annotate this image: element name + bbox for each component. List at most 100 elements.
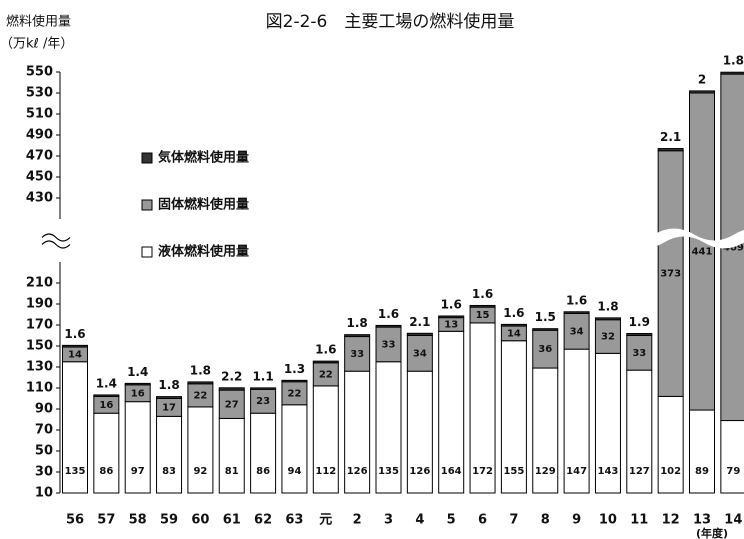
x-tick-label: 63 bbox=[285, 513, 303, 528]
bar-segment bbox=[344, 336, 371, 372]
y-tick-label: 550 bbox=[26, 65, 53, 80]
x-tick-label: 4 bbox=[415, 513, 424, 528]
bar-segment bbox=[720, 71, 744, 75]
y-tick-label: 30 bbox=[35, 465, 53, 480]
data-label: 126 bbox=[409, 466, 430, 477]
y-tick-label: 530 bbox=[26, 86, 53, 101]
bar-segment bbox=[250, 388, 277, 414]
data-label: 469 bbox=[723, 242, 744, 253]
bar-segment bbox=[657, 148, 684, 152]
data-label: 135 bbox=[378, 466, 399, 477]
bar-segment bbox=[218, 387, 245, 391]
data-label: 373 bbox=[660, 269, 681, 280]
bar-segment bbox=[218, 389, 245, 419]
bar-segment bbox=[563, 311, 590, 314]
data-label: 92 bbox=[193, 466, 207, 477]
x-tick-label: 58 bbox=[129, 513, 147, 528]
x-tick-label: 9 bbox=[572, 513, 581, 528]
x-tick-label: 2 bbox=[353, 513, 362, 528]
data-label: 1.3 bbox=[284, 362, 305, 376]
x-tick-label: 11 bbox=[630, 513, 648, 528]
data-label: 81 bbox=[225, 466, 239, 477]
bar-segment bbox=[187, 406, 214, 494]
bar-segment bbox=[375, 361, 402, 494]
data-label: 127 bbox=[629, 466, 650, 477]
legend-swatch bbox=[141, 246, 153, 258]
x-tick-label: 12 bbox=[662, 513, 680, 528]
y-tick-label: 70 bbox=[35, 423, 53, 438]
x-tick-label: 57 bbox=[97, 513, 115, 528]
x-tick-label: 56 bbox=[66, 513, 84, 528]
data-label: 83 bbox=[162, 466, 176, 477]
bar-segment bbox=[62, 361, 88, 494]
bar-segment bbox=[720, 420, 744, 494]
bar-segment bbox=[375, 324, 402, 328]
x-tick-label: 62 bbox=[254, 513, 272, 528]
data-label: 17 bbox=[162, 402, 176, 413]
data-label: 129 bbox=[535, 466, 556, 477]
x-tick-label: 13 bbox=[693, 513, 711, 528]
data-label: 33 bbox=[350, 349, 364, 360]
y-tick-label: 130 bbox=[26, 360, 53, 375]
bar-segment bbox=[62, 344, 88, 348]
y-tick-label: 190 bbox=[26, 297, 53, 312]
bar-segment bbox=[594, 352, 621, 494]
data-label: 2.1 bbox=[660, 130, 681, 144]
data-label: 1.5 bbox=[535, 310, 556, 324]
bar-segment bbox=[626, 369, 653, 494]
bar-segment bbox=[563, 348, 590, 494]
bar-segment bbox=[312, 360, 339, 364]
data-label: 34 bbox=[413, 348, 427, 359]
data-label: 2 bbox=[698, 72, 706, 86]
bar-segment bbox=[594, 317, 621, 321]
bar-segment bbox=[469, 322, 496, 494]
axis-break-band bbox=[624, 228, 744, 249]
x-tick-label: 7 bbox=[509, 513, 518, 528]
data-label: 32 bbox=[601, 332, 615, 343]
x-tick-label: 6 bbox=[478, 513, 487, 528]
data-label: 164 bbox=[441, 466, 462, 477]
bar-segment bbox=[344, 334, 371, 338]
bar-segment bbox=[689, 92, 715, 411]
bar-segment bbox=[218, 417, 245, 494]
data-label: 441 bbox=[692, 247, 713, 258]
x-tick-label: 8 bbox=[541, 513, 550, 528]
data-label: 22 bbox=[319, 369, 333, 380]
data-label: 172 bbox=[472, 466, 493, 477]
data-label: 1.6 bbox=[472, 287, 493, 301]
bar-segment bbox=[438, 315, 465, 319]
bar-segment bbox=[406, 332, 433, 337]
y-tick-label: 210 bbox=[26, 276, 53, 291]
legend-label: 固体燃料使用量 bbox=[158, 197, 249, 213]
bar-segment bbox=[375, 326, 402, 363]
bar-segment bbox=[657, 150, 684, 397]
data-label: 14 bbox=[68, 349, 82, 360]
data-label: 16 bbox=[99, 400, 113, 411]
bar-segment bbox=[281, 404, 308, 494]
y-tick-label: 450 bbox=[26, 170, 53, 185]
data-label: 86 bbox=[99, 466, 113, 477]
bar-segment bbox=[250, 387, 277, 390]
data-label: 1.6 bbox=[503, 306, 524, 320]
data-label: 112 bbox=[315, 466, 336, 477]
data-label: 1.4 bbox=[127, 365, 148, 379]
legend-label: 液体燃料使用量 bbox=[158, 244, 249, 260]
y-tick-label: 470 bbox=[26, 149, 53, 164]
bar-segment bbox=[93, 412, 120, 494]
data-label: 15 bbox=[476, 310, 490, 321]
x-tick-label: 5 bbox=[447, 513, 456, 528]
legend-label: 気体燃料使用量 bbox=[158, 150, 249, 166]
y-tick-label: 430 bbox=[26, 191, 53, 206]
data-label: 155 bbox=[503, 466, 524, 477]
bar-segment bbox=[93, 394, 120, 397]
data-label: 1.4 bbox=[96, 376, 117, 390]
bar-segment bbox=[124, 382, 151, 386]
data-label: 14 bbox=[507, 328, 521, 339]
x-axis-label: (年度) bbox=[696, 526, 728, 539]
y-axis-label: 燃料使用量 bbox=[6, 14, 71, 30]
data-label: 143 bbox=[598, 466, 619, 477]
data-label: 1.6 bbox=[315, 343, 336, 357]
data-label: 27 bbox=[225, 399, 239, 410]
bar-segment bbox=[250, 412, 277, 494]
